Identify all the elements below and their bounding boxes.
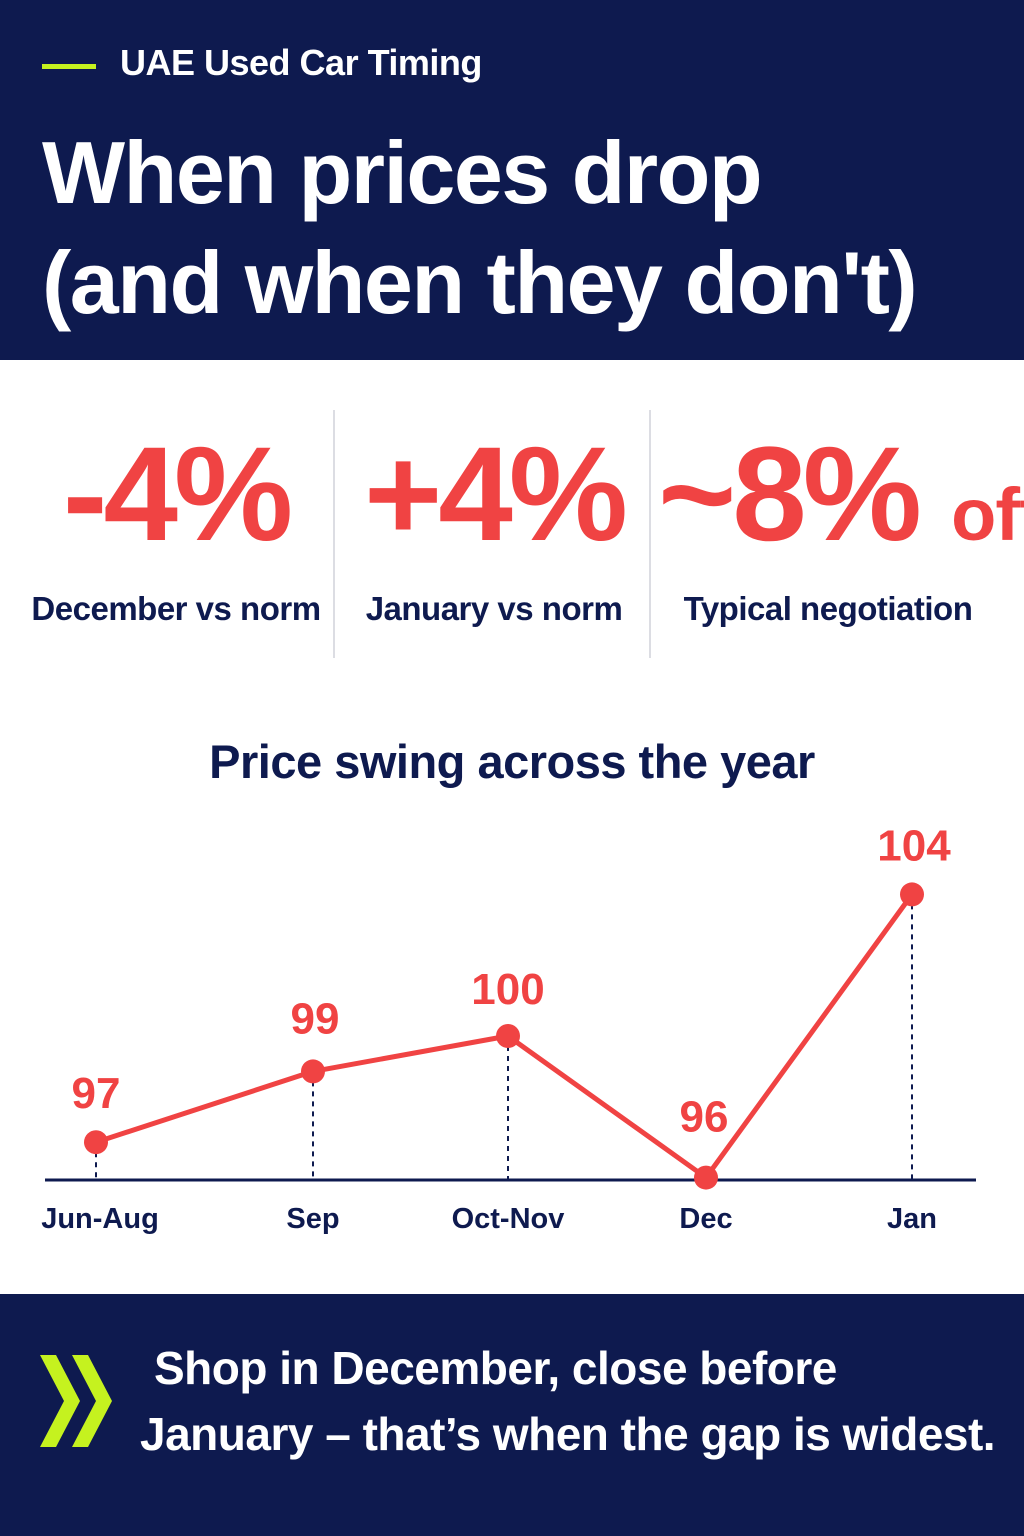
stat-value-suffix: off: [951, 473, 1024, 556]
x-tick-label: Jan: [887, 1203, 937, 1235]
data-point: [84, 1130, 108, 1155]
data-label: 96: [680, 1093, 729, 1142]
price-line-chart: 97 99 100 96 104 Jun-Aug Sep Oct-Nov Dec Jan: [41, 821, 976, 1235]
footer-banner: [0, 1294, 1024, 1536]
footer-line-2: January – that’s when the gap is widest.: [140, 1408, 996, 1460]
data-point: [301, 1059, 325, 1084]
eyebrow-title: UAE Used Car Timing: [120, 42, 482, 83]
data-point: [496, 1024, 520, 1048]
stat-value: +4%: [364, 420, 628, 569]
data-label: 100: [471, 965, 544, 1014]
stat-value: ~8% off: [658, 420, 1024, 590]
stat-december: -4% December vs norm: [20, 410, 332, 660]
footer-message: Shop in December, close before January –…: [140, 1335, 1000, 1467]
eyebrow-accent-line: [42, 64, 96, 69]
data-label: 104: [877, 821, 951, 870]
x-tick-label: Jun-Aug: [41, 1203, 159, 1235]
stat-january: +4% January vs norm: [338, 410, 650, 660]
footer-line-1: Shop in December, close before: [154, 1342, 837, 1394]
chart-title: Price swing across the year: [209, 735, 815, 788]
data-point: [694, 1165, 718, 1190]
headline-line-1: When prices drop: [42, 123, 763, 222]
data-point: [900, 882, 924, 907]
stat-label: December vs norm: [31, 590, 321, 627]
headline-line-2: (and when they don't): [42, 233, 918, 332]
double-chevron-right-icon: [40, 1355, 112, 1447]
stat-value: -4%: [62, 420, 293, 569]
x-tick-label: Sep: [286, 1203, 339, 1235]
stat-divider: [333, 410, 335, 658]
stat-negotiation: ~8% off Typical negotiation: [658, 410, 1024, 660]
stat-value-number: ~8%: [658, 420, 922, 569]
data-label: 97: [72, 1069, 121, 1118]
headline: When prices drop (and when they don't): [42, 118, 1002, 338]
x-tick-label: Dec: [679, 1203, 732, 1235]
stat-divider: [649, 410, 651, 658]
stat-label: Typical negotiation: [683, 590, 973, 627]
stat-label: January vs norm: [365, 590, 623, 627]
data-label: 99: [291, 994, 340, 1043]
x-tick-label: Oct-Nov: [452, 1203, 565, 1235]
header-banner: [0, 0, 1024, 360]
